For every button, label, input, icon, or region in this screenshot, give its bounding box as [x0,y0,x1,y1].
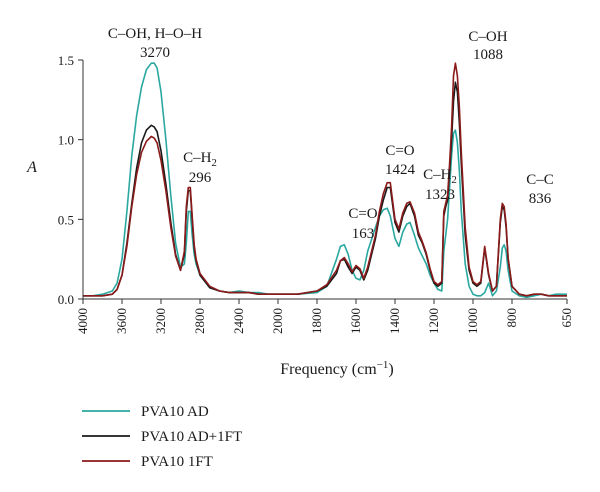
legend-label: PVA10 AD [141,404,209,420]
peak-value: 836 [529,191,552,207]
y-tick-label: 1.0 [58,133,74,148]
x-tick-label: 1000 [465,308,480,334]
peak-value: 296 [189,170,212,186]
peak-label: C–H2 [423,167,457,186]
x-tick-label: 2000 [270,308,285,334]
x-tick-label: 3200 [153,308,168,334]
series-line-1 [83,62,567,299]
legend: PVA10 AD PVA10 AD+1FT PVA10 1FT [82,404,242,470]
peak-value: 163 [352,226,375,242]
y-tick-label: 0.0 [58,292,74,307]
peak-value: 1323 [425,187,455,203]
peak-label: C–H2 [183,150,217,169]
peak-label: C–OH [468,29,507,45]
peak-value: 3270 [140,45,170,61]
y-tick-label: 1.5 [58,53,74,68]
x-tick-label: 4000 [75,308,90,334]
peak-value: 1424 [385,162,416,178]
x-tick-label: 1200 [426,308,441,334]
peak-label: C=O [385,143,414,159]
x-tick-label: 800 [504,308,519,328]
peak-label: C–OH, H–O–H [108,26,202,42]
plot-layer [83,62,567,299]
x-tick-label: 1400 [387,308,402,334]
series-line-3 [83,62,567,297]
y-tick-label: 0.5 [58,212,74,227]
legend-label: PVA10 1FT [141,454,213,470]
x-axis-title: Frequency (cm−1) [280,359,393,378]
peak-label: C–C [526,172,554,188]
x-tick-label: 2800 [192,308,207,334]
axes-layer: 0.0 0.5 1.0 1.5 4000 3600 3200 2800 2400 2000 1800… [26,53,574,378]
y-axis-title: A [26,159,37,176]
legend-label: PVA10 AD+1FT [141,429,242,445]
x-tick-label: 2400 [231,308,246,334]
series-line-2 [83,81,567,297]
x-tick-label: 3600 [114,308,129,334]
x-tick-label: 1600 [348,308,363,334]
x-tick-label: 650 [559,308,574,328]
x-tick-label: 1800 [309,308,324,334]
peak-value: 1088 [473,47,503,63]
peak-label: C=O [348,206,377,222]
